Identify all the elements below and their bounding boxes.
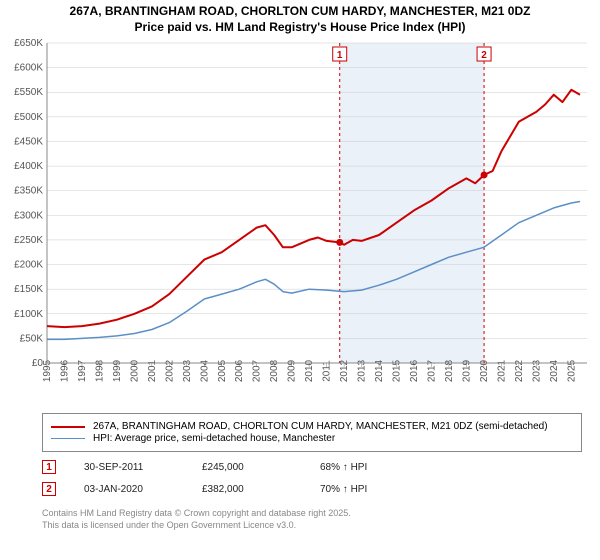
transaction-row-1: 1 30-SEP-2011 £245,000 68% ↑ HPI [42, 456, 590, 478]
transaction-date-2: 03-JAN-2020 [84, 484, 174, 495]
legend-label-hpi: HPI: Average price, semi-detached house,… [93, 433, 335, 444]
legend-item-property: 267A, BRANTINGHAM ROAD, CHORLTON CUM HAR… [51, 421, 573, 432]
transaction-badge-2: 2 [42, 482, 56, 496]
svg-text:1: 1 [337, 50, 343, 61]
svg-text:£400K: £400K [14, 161, 43, 172]
chart-title: 267A, BRANTINGHAM ROAD, CHORLTON CUM HAR… [0, 0, 600, 37]
svg-text:£550K: £550K [14, 87, 43, 98]
svg-text:2: 2 [481, 50, 487, 61]
legend-item-hpi: HPI: Average price, semi-detached house,… [51, 433, 573, 444]
legend-swatch-hpi [51, 438, 85, 439]
legend: 267A, BRANTINGHAM ROAD, CHORLTON CUM HAR… [42, 413, 582, 452]
footer-line-2: This data is licensed under the Open Gov… [42, 520, 590, 532]
title-line-2: Price paid vs. HM Land Registry's House … [0, 20, 600, 36]
transaction-date-1: 30-SEP-2011 [84, 462, 174, 473]
transaction-table: 1 30-SEP-2011 £245,000 68% ↑ HPI 2 03-JA… [42, 456, 590, 500]
transaction-badge-1: 1 [42, 460, 56, 474]
chart-area: £0£50K£100K£150K£200K£250K£300K£350K£400… [5, 37, 595, 407]
transaction-vs-hpi-1: 68% ↑ HPI [320, 462, 410, 473]
svg-text:£150K: £150K [14, 284, 43, 295]
svg-text:£450K: £450K [14, 137, 43, 148]
line-chart-svg: £0£50K£100K£150K£200K£250K£300K£350K£400… [5, 37, 595, 407]
svg-text:£650K: £650K [14, 38, 43, 49]
footer-attribution: Contains HM Land Registry data © Crown c… [42, 508, 590, 531]
title-line-1: 267A, BRANTINGHAM ROAD, CHORLTON CUM HAR… [0, 4, 600, 20]
svg-text:£500K: £500K [14, 112, 43, 123]
transaction-row-2: 2 03-JAN-2020 £382,000 70% ↑ HPI [42, 478, 590, 500]
transaction-price-1: £245,000 [202, 462, 292, 473]
svg-text:£200K: £200K [14, 260, 43, 271]
legend-swatch-property [51, 426, 85, 428]
footer-line-1: Contains HM Land Registry data © Crown c… [42, 508, 590, 520]
svg-text:£100K: £100K [14, 309, 43, 320]
legend-label-property: 267A, BRANTINGHAM ROAD, CHORLTON CUM HAR… [93, 421, 548, 432]
svg-text:£250K: £250K [14, 235, 43, 246]
svg-text:£50K: £50K [20, 334, 44, 345]
transaction-vs-hpi-2: 70% ↑ HPI [320, 484, 410, 495]
svg-text:£350K: £350K [14, 186, 43, 197]
svg-text:£600K: £600K [14, 63, 43, 74]
transaction-price-2: £382,000 [202, 484, 292, 495]
svg-text:£300K: £300K [14, 210, 43, 221]
